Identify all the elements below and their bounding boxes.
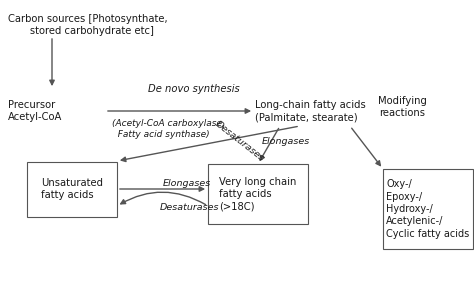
Text: Desaturases: Desaturases: [160, 203, 219, 212]
Text: Unsaturated
fatty acids: Unsaturated fatty acids: [41, 178, 103, 200]
FancyBboxPatch shape: [208, 164, 308, 224]
Text: Elongases: Elongases: [262, 136, 310, 145]
Text: Modifying
reactions: Modifying reactions: [378, 96, 427, 118]
Text: (Acetyl-CoA carboxylase,
  Fatty acid synthase): (Acetyl-CoA carboxylase, Fatty acid synt…: [112, 119, 225, 139]
Text: Oxy-/
Epoxy-/
Hydroxy-/
Acetylenic-/
Cyclic fatty acids: Oxy-/ Epoxy-/ Hydroxy-/ Acetylenic-/ Cyc…: [386, 179, 470, 239]
Text: De novo synthesis: De novo synthesis: [148, 84, 240, 94]
Text: Very long chain
fatty acids
(>18C): Very long chain fatty acids (>18C): [219, 177, 297, 211]
Text: Carbon sources [Photosynthate,
       stored carbohydrate etc]: Carbon sources [Photosynthate, stored ca…: [8, 14, 168, 36]
Text: Precursor
Acetyl-CoA: Precursor Acetyl-CoA: [8, 100, 63, 122]
FancyBboxPatch shape: [27, 162, 117, 216]
Text: Long-chain fatty acids
(Palmitate, stearate): Long-chain fatty acids (Palmitate, stear…: [255, 100, 366, 122]
FancyBboxPatch shape: [383, 169, 473, 249]
Text: Elongases: Elongases: [163, 179, 211, 188]
Text: Desaturases: Desaturases: [214, 119, 266, 163]
